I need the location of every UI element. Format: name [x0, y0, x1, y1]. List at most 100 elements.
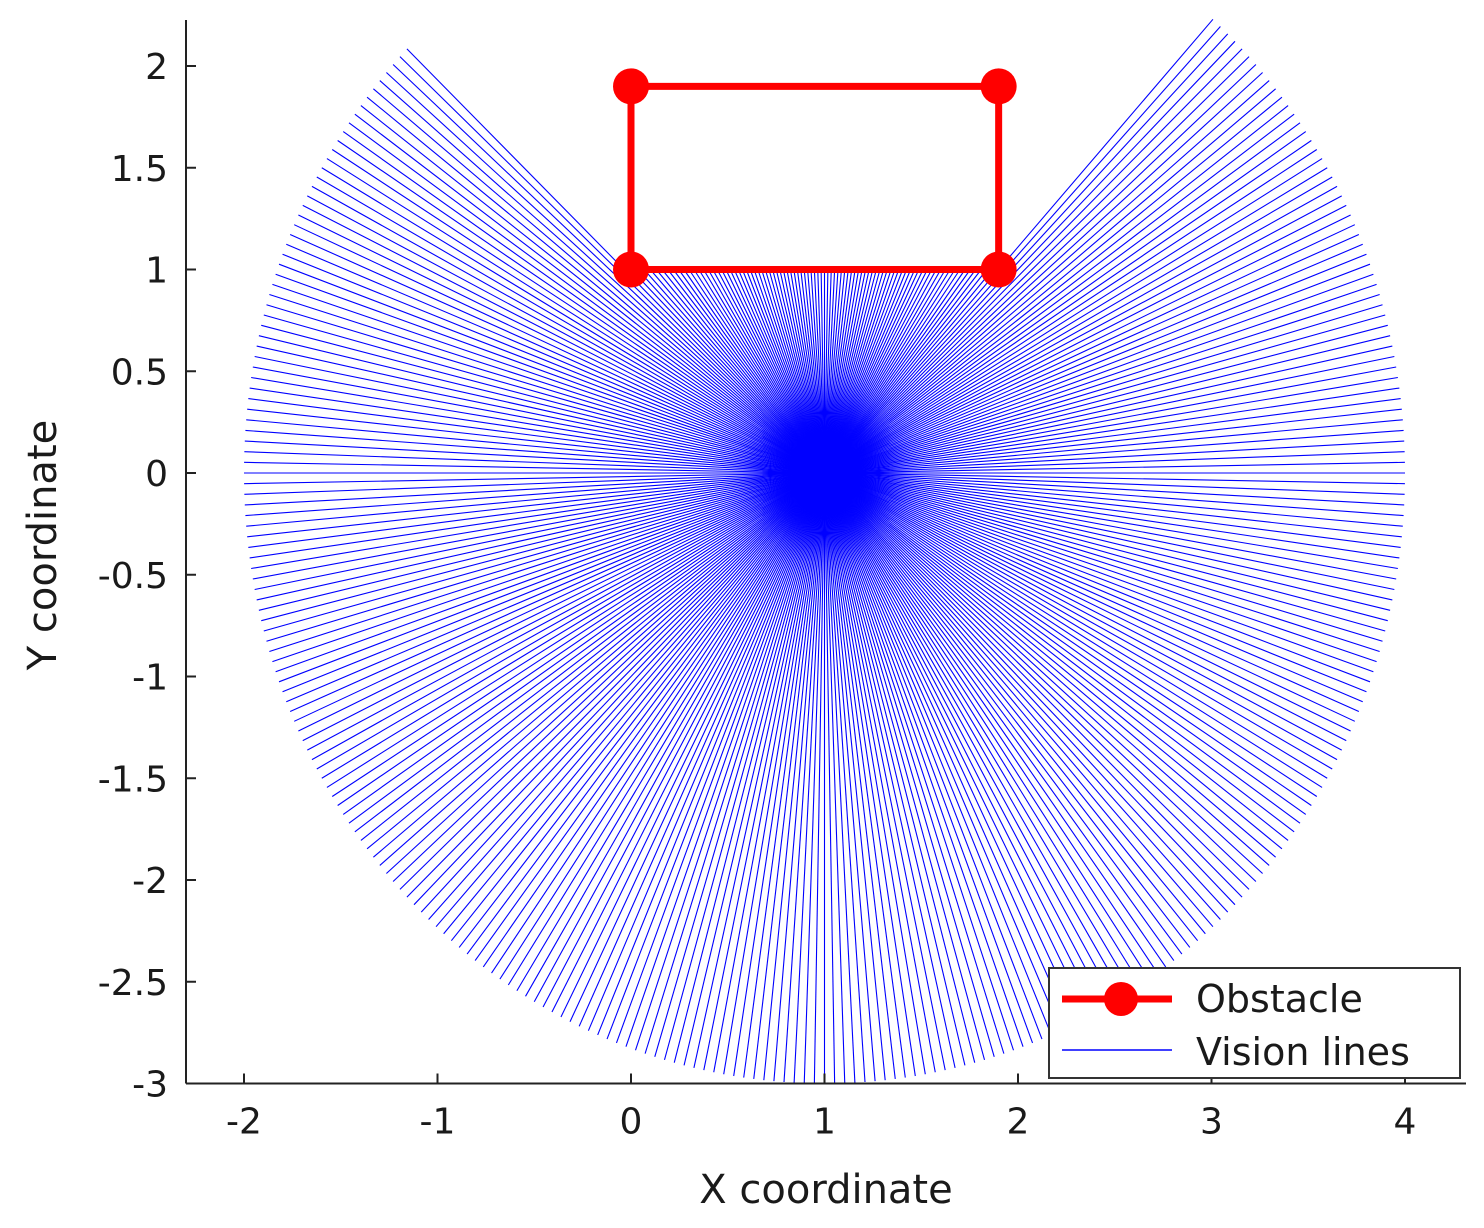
y-tick-label: 1	[145, 251, 168, 292]
vision-ray	[824, 472, 1142, 986]
vision-ray	[661, 269, 825, 474]
vision-ray	[354, 113, 825, 474]
vision-ray	[761, 269, 826, 474]
vision-ray	[824, 195, 1342, 474]
vision-ray	[293, 472, 825, 722]
vision-ray	[757, 269, 826, 474]
vision-ray	[272, 472, 825, 663]
vision-ray	[824, 472, 1250, 890]
vision-ray	[824, 105, 1289, 474]
vision-ray	[824, 472, 1347, 742]
vision-ray	[824, 472, 1158, 974]
vision-ray	[326, 472, 825, 788]
vision-ray	[824, 472, 1243, 898]
vision-ray	[569, 472, 825, 1022]
vision-ray	[348, 472, 825, 824]
vision-ray	[824, 440, 1405, 474]
vision-ray	[800, 269, 826, 474]
vision-ray	[824, 472, 1398, 570]
vision-ray	[824, 204, 1347, 474]
vision-ray	[823, 269, 867, 474]
vision-ray	[775, 269, 826, 474]
vision-ray	[824, 64, 1257, 474]
vision-ray	[450, 472, 825, 942]
vision-ray	[782, 269, 826, 474]
vision-ray	[428, 472, 825, 920]
vision-ray	[813, 472, 826, 1084]
vision-ray	[824, 131, 1307, 474]
vision-ray	[824, 88, 1276, 474]
vision-ray	[824, 472, 1380, 653]
vision-ray	[693, 472, 826, 1068]
vision-ray	[786, 269, 826, 474]
vision-ray	[269, 472, 825, 653]
vision-ray	[307, 472, 825, 751]
vision-ray	[354, 472, 825, 833]
vision-ray	[716, 269, 825, 474]
vision-ray	[630, 269, 825, 474]
vision-ray	[729, 269, 825, 474]
vision-ray	[823, 472, 1015, 1051]
vision-ray	[307, 195, 825, 474]
y-axis-ticks: 2 1.5 1 0.5 0 -0.5 -1 -1.5 -2 -2.5 -3	[98, 47, 196, 1106]
vision-ray	[772, 269, 826, 474]
vision-ray	[824, 472, 1270, 866]
vision-ray	[823, 269, 874, 474]
obstacle-outline	[627, 82, 1003, 273]
vision-ray	[824, 472, 1089, 1018]
vision-ray	[683, 269, 825, 474]
vision-ray	[807, 269, 826, 474]
vision-ray	[278, 263, 825, 474]
vision-ray	[823, 269, 888, 474]
x-tick-label: -1	[420, 1102, 456, 1143]
vision-ray	[399, 56, 825, 474]
vision-ray	[251, 376, 825, 474]
vision-ray	[824, 176, 1333, 474]
vision-ray	[474, 472, 825, 961]
vision-ray	[824, 472, 1403, 527]
vision-ray	[824, 472, 1402, 538]
vision-ray	[286, 243, 825, 474]
vision-ray	[587, 472, 826, 1031]
vision-ray	[366, 96, 825, 474]
vision-ray	[824, 167, 1328, 474]
vision-ray	[823, 472, 995, 1057]
vision-ray	[644, 472, 826, 1054]
y-tick-label: 0.5	[111, 352, 168, 393]
vision-ray	[683, 472, 826, 1066]
vision-ray	[824, 429, 1404, 474]
vision-ray	[741, 269, 826, 474]
vision-ray	[654, 472, 826, 1057]
vision-ray	[244, 440, 825, 474]
x-axis-title: X coordinate	[699, 1167, 952, 1213]
vision-ray	[824, 140, 1312, 474]
vision-ray	[824, 472, 1191, 948]
vision-ray	[337, 140, 825, 474]
vision-ray	[379, 472, 825, 866]
vision-ray	[824, 304, 1383, 474]
x-tick-label: -2	[226, 1102, 262, 1143]
vision-ray	[823, 472, 1005, 1054]
vision-ray	[392, 64, 825, 474]
vision-ray	[824, 269, 966, 474]
vision-ray	[824, 472, 1405, 495]
vision-ray	[725, 269, 825, 474]
vision-ray	[678, 269, 825, 474]
vision-ray	[824, 233, 1360, 474]
vision-ray	[824, 269, 928, 474]
vision-ray	[824, 472, 1183, 955]
y-tick-label: 1.5	[111, 149, 168, 190]
vision-ray	[824, 158, 1323, 474]
y-axis-title: Y coordinate	[20, 420, 66, 672]
vision-ray	[578, 472, 826, 1027]
vision-ray	[824, 335, 1391, 474]
vision-ray	[823, 269, 912, 474]
vision-ray	[824, 26, 1221, 474]
vision-ray	[823, 269, 900, 474]
vision-ray	[311, 185, 825, 474]
vision-ray	[824, 472, 1388, 622]
vision-ray	[392, 472, 825, 882]
vision-ray	[435, 472, 825, 928]
vision-ray	[254, 355, 825, 474]
vision-ray	[286, 472, 825, 703]
